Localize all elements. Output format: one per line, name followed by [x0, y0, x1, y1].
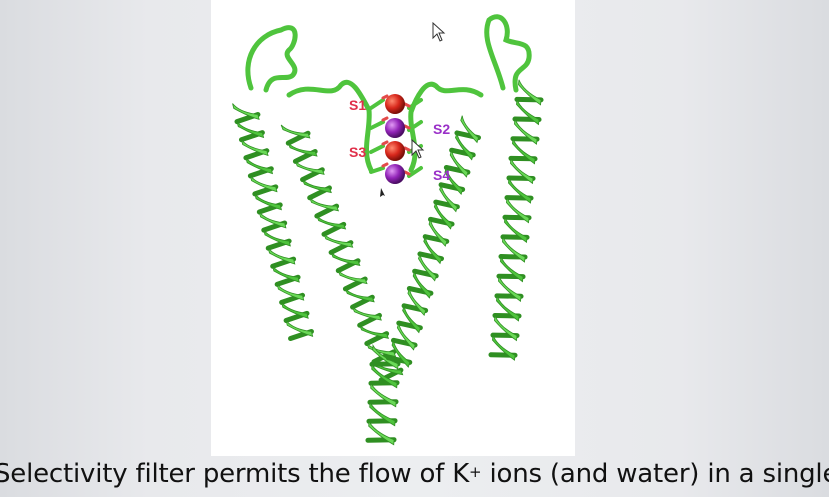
helix-turn: [504, 217, 528, 244]
helix-turn: [258, 211, 287, 229]
helix-turn: [402, 305, 421, 334]
small-cursor-icon: [380, 188, 385, 197]
helix-turn: [418, 253, 437, 282]
helix-turn: [516, 99, 540, 126]
helix-turn: [309, 197, 340, 212]
helix-outer-left: [232, 103, 314, 342]
ion-site-s4: [385, 164, 405, 184]
helix-turn: [433, 201, 453, 230]
top-left-loop: [245, 25, 298, 93]
helix-turn: [272, 265, 300, 283]
caption-text-after: ions (and water) in a single file: [489, 459, 829, 489]
helix-central: [365, 343, 401, 446]
potassium-channel-structure: S1 S2 S3 S4: [232, 14, 544, 446]
helix-turn: [241, 139, 269, 157]
ion-site-s3: [385, 141, 405, 161]
helix-turn: [514, 118, 538, 145]
helix-turn: [368, 419, 395, 446]
mouse-cursor-icon-secondary: [411, 139, 425, 159]
site-label-s2: S2: [433, 121, 450, 137]
helix-turn: [370, 381, 397, 408]
helix-turn: [254, 193, 282, 211]
site-label-s4: S4: [433, 167, 450, 183]
helix-turn: [345, 288, 375, 303]
helix-turn: [285, 320, 314, 337]
helix-turn: [287, 142, 318, 157]
helix-turn: [412, 271, 432, 299]
helix-turn: [449, 150, 469, 178]
mouse-cursor-icon: [432, 22, 446, 42]
helix-turn: [396, 322, 416, 351]
helix-turn: [371, 362, 398, 389]
helix-outer-right: [488, 79, 544, 361]
helix-turn: [302, 179, 332, 194]
helix-turn: [276, 284, 305, 301]
helix-turn: [245, 157, 274, 175]
helix-turn: [352, 306, 382, 321]
protein-figure-panel: S1 S2 S3 S4: [211, 0, 575, 456]
helix-turn: [506, 197, 530, 224]
pore-loop-left: [286, 80, 374, 173]
helix-turn: [250, 175, 278, 193]
ion-site-s1: [385, 94, 405, 114]
helix-turn: [359, 324, 390, 339]
helix-turn: [323, 233, 354, 248]
site-label-s1: S1: [349, 97, 366, 113]
helix-turn: [281, 302, 309, 319]
helix-turn: [500, 256, 524, 283]
helix-turn: [232, 103, 260, 120]
helix-turn: [518, 79, 542, 106]
helix-turn: [407, 288, 427, 317]
helix-turn: [502, 236, 526, 263]
helix-turn: [496, 295, 520, 322]
helix-turn: [316, 215, 347, 230]
helix-turn: [455, 132, 474, 161]
helix-turn: [494, 315, 518, 342]
caption-superscript: +: [469, 463, 482, 481]
helix-turn: [372, 343, 399, 370]
helix-turn: [512, 138, 536, 165]
ion-site-s2: [385, 118, 405, 138]
helix-inner-right: [385, 115, 481, 368]
helix-turn: [267, 247, 296, 265]
helix-turn: [423, 236, 442, 265]
helix-turn: [263, 229, 291, 247]
helix-turn: [444, 167, 464, 196]
helix-turn: [330, 252, 361, 266]
helix-turn: [498, 276, 522, 302]
helix-turn: [510, 158, 534, 185]
helix-turn: [460, 115, 479, 144]
helix-turn: [428, 219, 448, 247]
slide-caption: Selectivity filter permits the flow of K…: [0, 452, 829, 497]
caption-text-before: Selectivity filter permits the flow of K: [0, 459, 470, 489]
helix-turn: [492, 334, 516, 361]
helix-turn: [295, 161, 325, 175]
helix-turn: [337, 270, 368, 285]
top-right-loop: [484, 14, 532, 93]
helix-turn: [280, 124, 311, 139]
helix-turn: [369, 400, 396, 427]
helix-group: [232, 79, 544, 446]
site-label-s3: S3: [349, 144, 366, 160]
helix-inner-left: [280, 124, 404, 383]
helix-turn: [508, 177, 532, 204]
helix-turn: [439, 184, 458, 213]
helix-turn: [391, 340, 411, 368]
helix-turn: [236, 121, 265, 139]
oxygen-ticks: [381, 94, 411, 176]
